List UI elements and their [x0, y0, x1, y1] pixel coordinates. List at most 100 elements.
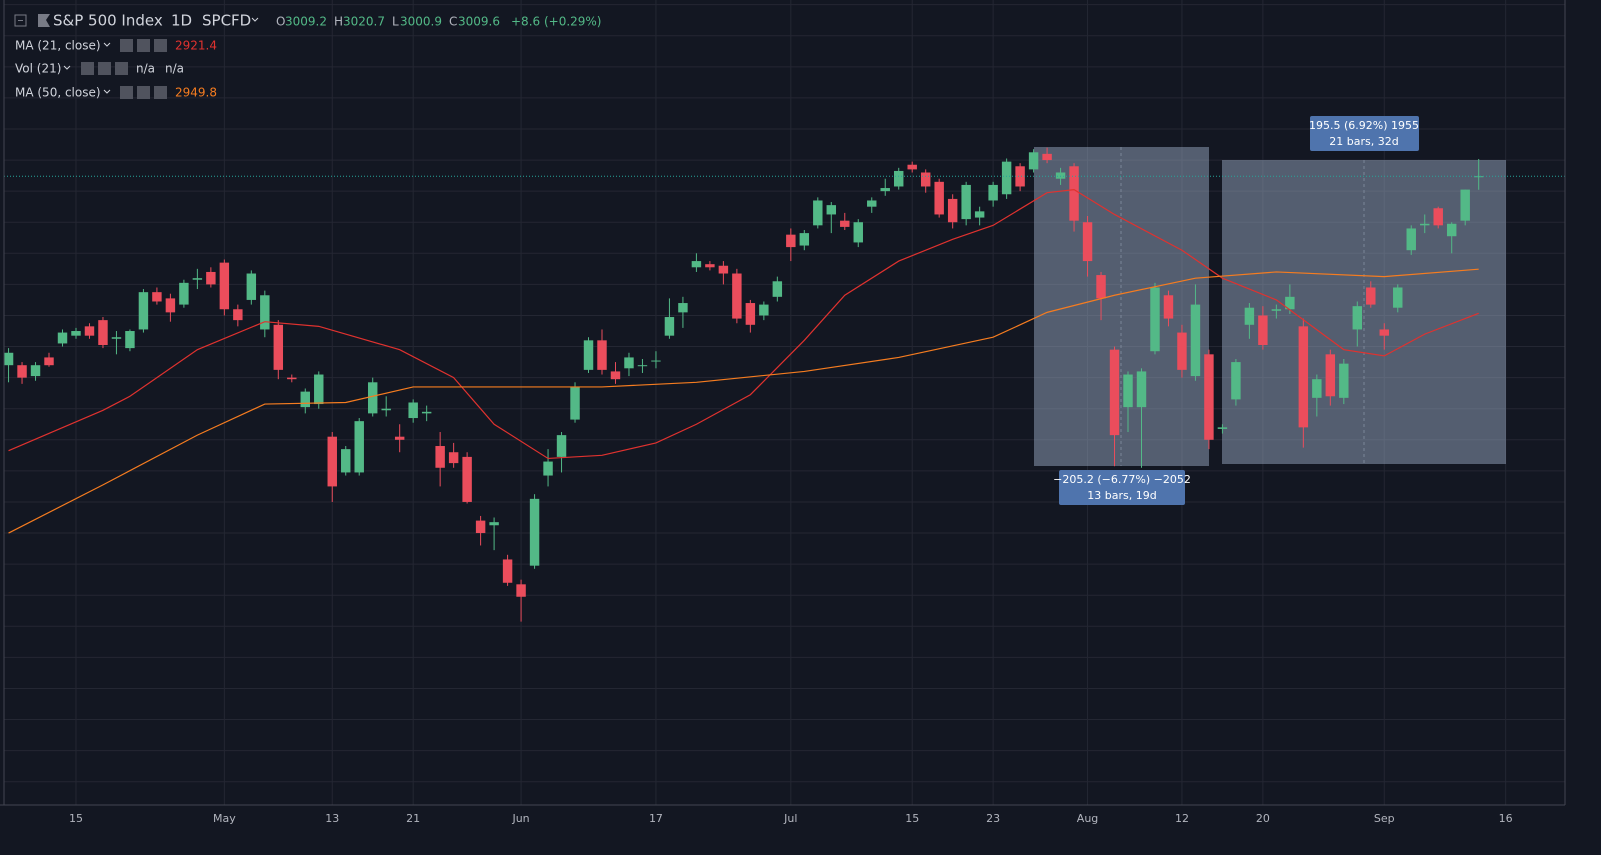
- candle-body: [152, 292, 162, 302]
- candle-body: [570, 386, 580, 420]
- x-tick-label: 15: [69, 812, 83, 825]
- candle-body: [300, 391, 310, 408]
- chevron[interactable]: [63, 65, 71, 70]
- candle-body: [745, 303, 756, 325]
- button[interactable]: [81, 62, 94, 75]
- candle-body: [1136, 371, 1147, 408]
- candle-body: [1244, 307, 1255, 325]
- candle-body: [17, 365, 27, 378]
- candle-body: [287, 377, 297, 380]
- candle-body: [3, 352, 14, 366]
- candle-body: [853, 222, 863, 243]
- candle-body: [367, 382, 378, 414]
- candle-body: [597, 340, 607, 370]
- moving-average: [8, 268, 1479, 534]
- candle-body: [394, 436, 405, 440]
- x-tick-label: Sep: [1374, 812, 1395, 825]
- candle-body: [1339, 363, 1349, 398]
- x-tick-label: Jun: [511, 812, 529, 825]
- indicator-name[interactable]: MA (21, close): [15, 39, 101, 53]
- candle-body: [1109, 349, 1120, 436]
- right-panel: [1565, 0, 1601, 855]
- candle-body: [678, 303, 688, 313]
- interval[interactable]: 1D: [171, 12, 192, 30]
- x-tick-label: 13: [325, 812, 339, 825]
- candle-body: [543, 461, 553, 476]
- chevron[interactable]: [103, 42, 111, 47]
- x-tick-label: Jul: [783, 812, 797, 825]
- candle-body: [327, 436, 337, 487]
- candle-body: [1446, 223, 1457, 237]
- indicator-value: n/a: [136, 62, 155, 76]
- button[interactable]: [115, 62, 128, 75]
- candle-body: [111, 337, 122, 339]
- measure-text: 13 bars, 19d: [1087, 489, 1156, 502]
- candle-body: [206, 271, 216, 285]
- candle-body: [1042, 153, 1052, 161]
- button[interactable]: [154, 39, 167, 52]
- flag-icon[interactable]: [38, 14, 50, 27]
- chevron[interactable]: [103, 89, 111, 94]
- candle-body: [354, 421, 364, 473]
- measure-label: [1310, 116, 1419, 151]
- x-tick-label: 20: [1256, 812, 1270, 825]
- button[interactable]: [137, 39, 150, 52]
- candle-body: [651, 360, 661, 362]
- candle-body: [44, 357, 54, 366]
- candle-body: [1015, 166, 1025, 187]
- candle-body: [813, 200, 823, 226]
- button[interactable]: [120, 39, 133, 52]
- candle-body: [529, 498, 540, 566]
- candle-body: [1393, 287, 1403, 308]
- candle-body: [1069, 166, 1079, 221]
- candle-body: [502, 559, 513, 583]
- symbol-title: S&P 500 Index: [53, 12, 163, 30]
- candle-body: [624, 357, 634, 369]
- source[interactable]: SPCFD: [202, 12, 251, 30]
- indicator-name[interactable]: MA (50, close): [15, 86, 101, 100]
- collapse-button[interactable]: [14, 14, 27, 27]
- candle-body: [974, 211, 985, 218]
- ohlc-label: C: [449, 15, 457, 29]
- button[interactable]: [98, 62, 111, 75]
- candle-body: [920, 172, 931, 187]
- candle-body: [1055, 172, 1066, 179]
- candle-body: [489, 522, 499, 526]
- candle-body: [475, 520, 486, 534]
- button[interactable]: [120, 86, 133, 99]
- ohlc-label: O: [276, 15, 285, 29]
- candle-body: [435, 446, 445, 468]
- candle-body: [1217, 427, 1228, 429]
- candle-body: [880, 188, 890, 192]
- chevron[interactable]: [251, 17, 259, 22]
- candle-body: [718, 265, 729, 274]
- candle-body: [988, 184, 998, 201]
- ohlc-value: 3020.7: [343, 15, 385, 29]
- candle-body: [1406, 228, 1416, 251]
- candle-body: [1460, 189, 1470, 221]
- candle-body: [1204, 354, 1214, 440]
- candle-body: [1150, 287, 1160, 352]
- candle-body: [1379, 329, 1389, 336]
- candle-body: [30, 365, 41, 377]
- candle-body: [138, 292, 149, 330]
- candle-body: [583, 340, 594, 370]
- candle-body: [516, 584, 526, 597]
- candle-body: [907, 164, 917, 170]
- measure-text: 21 bars, 32d: [1329, 135, 1398, 148]
- button[interactable]: [154, 86, 167, 99]
- indicator-name[interactable]: Vol (21): [15, 62, 61, 76]
- candle-body: [894, 170, 904, 187]
- candle-body: [1433, 208, 1443, 226]
- candle-body: [314, 374, 324, 405]
- change: +8.6 (+0.29%): [511, 15, 602, 29]
- x-axis: 15 May 13 21 Jun 17 Jul 15 23 Aug 12 20 Sep 16: [69, 812, 1513, 825]
- button[interactable]: [137, 86, 150, 99]
- candle-body: [840, 220, 850, 227]
- candle-body: [273, 324, 284, 370]
- candle-body: [260, 295, 270, 330]
- candle-body: [233, 309, 243, 321]
- candle-body: [1123, 374, 1133, 408]
- candle-body: [705, 264, 715, 268]
- candle-body: [1366, 287, 1376, 305]
